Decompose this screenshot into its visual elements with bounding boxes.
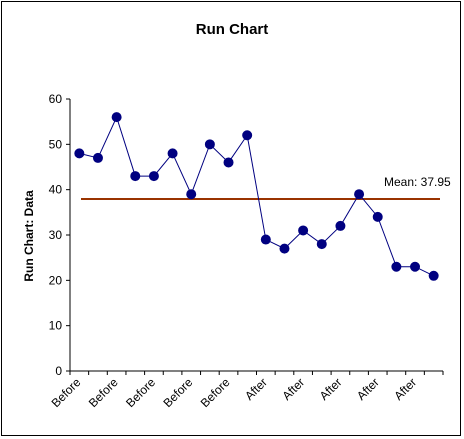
data-point [92, 152, 103, 163]
data-point [74, 148, 85, 159]
data-point [354, 189, 365, 200]
data-point [111, 112, 122, 123]
x-tick-label: Before [198, 375, 233, 410]
x-tick-label: Before [86, 375, 121, 410]
mean-annotation: Mean: 37.95 [384, 175, 451, 189]
x-tick-label: Before [49, 375, 84, 410]
series-line [79, 115, 434, 277]
x-tick-label: After [391, 375, 419, 403]
y-tick-label: 10 [49, 319, 63, 333]
data-point [372, 211, 383, 222]
y-tick-label: 40 [49, 183, 63, 197]
chart-title: Run Chart [196, 21, 269, 38]
x-tick-label: Before [123, 375, 158, 410]
data-point [167, 148, 178, 159]
axes [69, 99, 443, 372]
y-tick-label: 20 [49, 273, 63, 287]
data-point [242, 130, 253, 141]
data-point [316, 239, 327, 250]
data-point [130, 171, 141, 182]
x-tick-label: After [354, 375, 382, 403]
data-point [428, 270, 439, 281]
x-tick-label: Before [160, 375, 195, 410]
data-point [391, 261, 402, 272]
y-tick-label: 30 [49, 228, 63, 242]
data-point [260, 234, 271, 245]
y-tick-label: 50 [49, 137, 63, 151]
series-group [74, 112, 439, 281]
data-point [186, 189, 197, 200]
data-point [335, 220, 346, 231]
data-point [298, 225, 309, 236]
x-tick-label: After [279, 375, 307, 403]
data-point [204, 139, 215, 150]
data-point [279, 243, 290, 254]
y-axis-ticks: 0 10 20 30 40 50 60 [49, 92, 70, 378]
data-point [410, 261, 421, 272]
data-point [148, 171, 159, 182]
y-axis-label: Run Chart: Data [22, 190, 36, 282]
y-tick-label: 0 [55, 364, 62, 378]
x-tick-label: After [242, 375, 270, 403]
x-axis-ticks: Before Before Before Before Before After After… [49, 371, 444, 410]
data-point [223, 157, 234, 168]
x-tick-label: After [317, 375, 345, 403]
y-tick-label: 60 [49, 92, 63, 106]
